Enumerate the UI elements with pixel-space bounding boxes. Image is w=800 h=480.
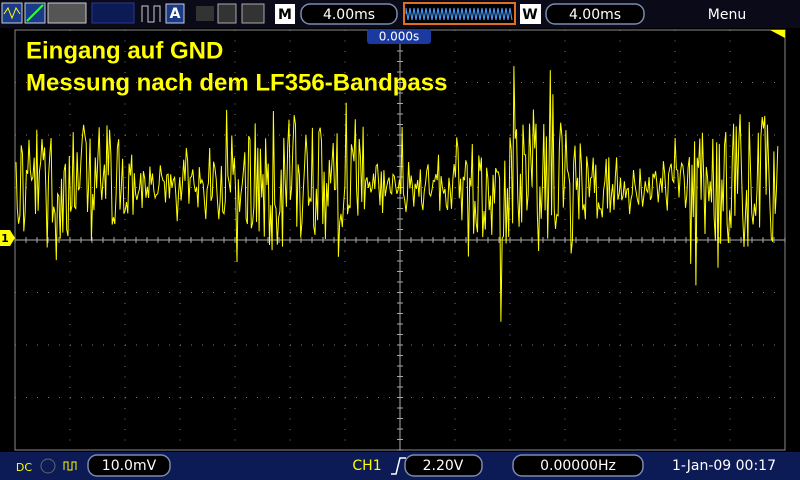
timebase: 4.00ms <box>323 7 375 23</box>
timebase-box[interactable] <box>300 3 398 25</box>
datetime: 1-Jan-09 00:17 <box>672 458 776 474</box>
acquire-icon: A <box>170 6 181 22</box>
icon-pulse <box>141 5 161 23</box>
trigger-source: CH1 <box>352 458 381 474</box>
trigger-edge-icon <box>391 457 406 475</box>
window-overview-wave <box>405 7 513 21</box>
icon-wave <box>3 6 21 20</box>
channel-marker-box <box>0 230 15 246</box>
icon-storage[interactable] <box>47 2 87 24</box>
trigger-level: 2.20V <box>423 458 464 474</box>
annotation-line: Messung nach dem LF356-Bandpass <box>26 69 447 96</box>
trigger-position: 0.000s <box>379 30 420 44</box>
trigger-level-box[interactable] <box>404 454 483 477</box>
annotation-line: Eingang auf GND <box>26 37 223 64</box>
coupling: DC <box>16 461 32 474</box>
icon-probe <box>63 461 77 471</box>
icon-box[interactable] <box>91 2 135 24</box>
frequency-box[interactable] <box>512 454 644 477</box>
trigger-position-box <box>367 29 431 44</box>
frequency: 0.00000Hz <box>540 458 616 474</box>
icon-usb[interactable] <box>241 3 265 24</box>
menu-button[interactable]: Menu <box>708 7 746 23</box>
icon-speaker[interactable] <box>196 6 214 21</box>
window-label: W <box>522 7 537 23</box>
volts-per-div: 10.0mV <box>102 458 157 474</box>
window: 4.00ms <box>569 7 621 23</box>
timebase-label-box[interactable] <box>275 4 295 24</box>
window-label-box[interactable] <box>520 4 541 24</box>
icon-bw <box>40 458 56 474</box>
channel-marker: 1 <box>1 232 9 245</box>
timebase-label: M <box>278 7 292 23</box>
trigger-level-marker <box>770 30 785 38</box>
waveform-trace <box>15 66 779 322</box>
icon-save[interactable] <box>217 3 237 24</box>
volts-box[interactable] <box>87 454 171 477</box>
window-box[interactable] <box>545 3 645 25</box>
icon-display[interactable] <box>1 2 23 24</box>
icon-line <box>26 4 44 22</box>
acquire-box[interactable] <box>165 3 185 24</box>
